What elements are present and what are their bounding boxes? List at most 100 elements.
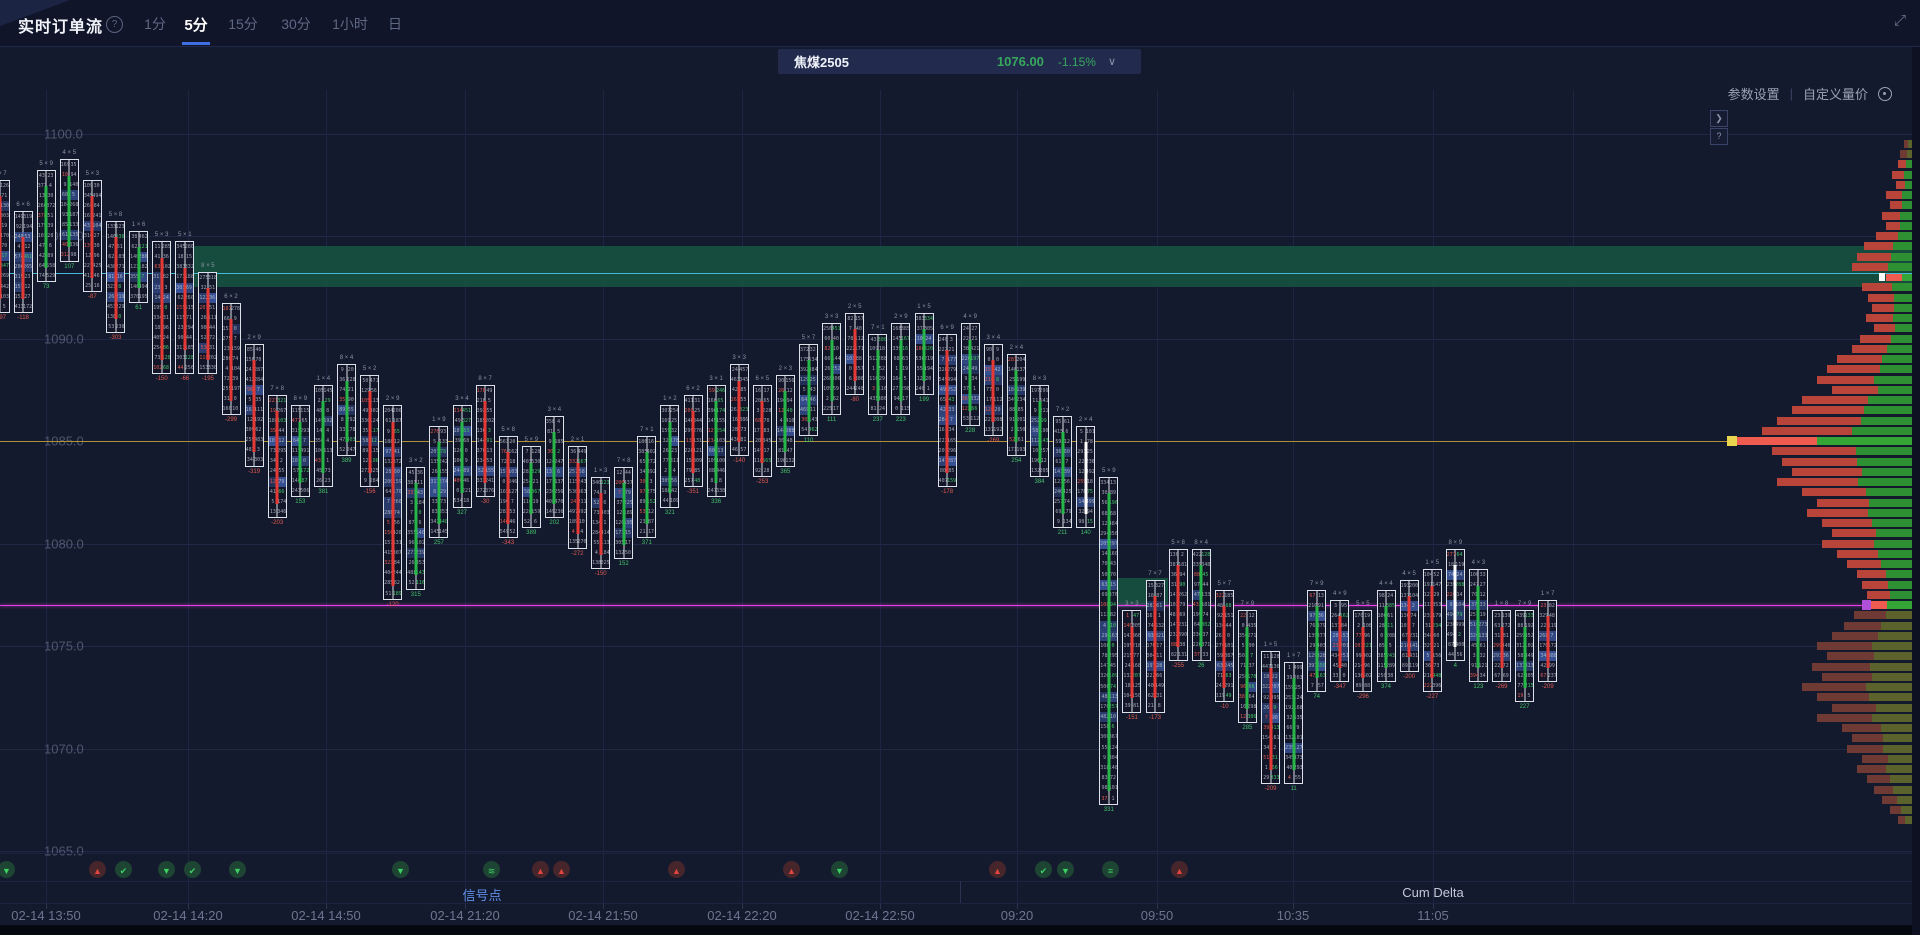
footprint-candle[interactable]: 23 82 329 48 22 119 268 7 170 172 34 388 42 99 67 237 — [1538, 600, 1558, 682]
tab-timeframe-日[interactable]: 日 — [388, 16, 402, 32]
footprint-candle[interactable]: 563 20 76 162 72 18 157 103 0 246 165 127 190 7 283 53 1… — [498, 436, 518, 539]
footprint-candle[interactable]: 105 145 2 29 48 8 149 192 14 4 350 4 106 113 432 1 45 73 2… — [313, 384, 333, 487]
footprint-candle[interactable]: 1 499 39 263 159 25 253 124 192 168 32 535 66 9 132 101… — [1284, 661, 1304, 785]
footprint-candle[interactable]: 197 299 11 141 9 211 252 99 58 190 112 143 10 257 196 1… — [1030, 384, 1049, 477]
tab-timeframe-1小时[interactable]: 1小时 — [332, 16, 368, 32]
tab-timeframe-5分[interactable]: 5分 — [184, 17, 208, 34]
footprint-candle[interactable]: 109 30 345 494 268 84 165 241 433 104 310 27 139 30 12… — [82, 179, 102, 293]
footprint-candle[interactable]: 23 139 63 272 31 81 299 346 293 36 22 72 67 69 — [1492, 610, 1511, 682]
footprint-candle[interactable]: 193 200 137 104 134 2 136 74 101 7 67 231 218 141 81 43… — [1399, 579, 1419, 672]
signal-buy-alert-icon[interactable]: ▲ — [989, 861, 1006, 878]
footprint-candle[interactable]: 59 246 166 65 390 174 145 155 127 254 234 103 60 13 10… — [706, 384, 726, 498]
help-icon[interactable]: ? — [106, 16, 123, 33]
footprint-candle[interactable]: 256 451 60 40 82 10 66 144 26 252 268 306 109 59 2 62 22… — [822, 323, 842, 416]
signal-buy-alert-icon[interactable]: ▲ — [532, 861, 549, 878]
footprint-candle[interactable]: 5 101 1 78 291 25 22 236 12 492 259 18 178 75 14 499 32 9… — [1076, 425, 1096, 528]
footprint-candle[interactable]: 186 16 385 402 65 272 34 392 30 3 97 275 89 152 53 12 23… — [637, 436, 657, 539]
signal-stacking-icon[interactable]: ≡ — [1102, 861, 1119, 878]
collapse-panel-button[interactable]: ❯ — [1710, 110, 1728, 127]
panel-help-button[interactable]: ? — [1710, 128, 1728, 145]
param-settings-link[interactable]: 参数设置 — [1727, 87, 1780, 102]
footprint-candle[interactable]: 133 123 146 136 47 61 62 103 438 271 81 16 323 8 26 219… — [106, 220, 125, 334]
footprint-candle[interactable]: 15 327 10 87 283 61 161 1 74 532 93 321 170 17 304 11 19… — [1145, 579, 1165, 713]
footprint-candle[interactable]: 90 9 0 0 151 42 216 8 77 0 17 112 126 20 225 208 137 192 — [983, 343, 1003, 436]
footprint-candle[interactable]: 114 451 49 327 107 83 39 68 120 0 106 9 244 89 400 46 0 2… — [452, 405, 472, 508]
footprint-candle[interactable]: 98 24 11 385 106 61 28 11 0 208 85 5 385 243 115 289 250… — [1376, 589, 1396, 682]
footprint-candle[interactable]: 16 17 20 65 3 228 68 70 177 83 20 345 149 17 110 565 92 2… — [752, 384, 772, 477]
footprint-candle[interactable]: 204 200 61 187 9 65 188 12 97 41 132 372 28 60 200 159 6… — [383, 405, 403, 600]
footprint-candle[interactable]: 43 23 377 4 13 30 266 372 378 51 175 39 103 28 47 6 42 89… — [36, 169, 56, 282]
footprint-candle[interactable]: 322 185 48 68 92 151 136 44 262 0 270 101 59 387 63 245… — [1214, 589, 1234, 703]
footprint-candle[interactable]: 276 93 5 133 207 78 135 242 26 155 311 274 8 29 33 73 83… — [429, 425, 449, 539]
visibility-icon[interactable] — [1878, 86, 1892, 101]
signal-sell-signal-icon[interactable]: ▼ — [158, 861, 175, 878]
footprint-candle[interactable]: 95 61 415 6 59 12 36 60 61 7 141 39 123 56 240 425 251 74… — [1053, 415, 1073, 528]
footprint-candle[interactable]: 345 280 18 15 383 332 173 188 303 69 62 260 155 515 11… — [175, 241, 195, 375]
footprint-candle[interactable]: 1 47 140 305 143 366 195 218 215 77 24 168 132 207 18 1… — [1122, 610, 1142, 713]
signal-sell-signal-icon[interactable]: ▼ — [392, 861, 409, 878]
footprint-candle[interactable]: 170 19 2 108 77 96 103 221 99 402 214 96 136 502 89 88 — [1353, 610, 1373, 692]
footprint-candle[interactable]: 36 449 332 167 257 58 115 243 530 363 24 211 497 392 1… — [568, 446, 587, 549]
footprint-candle[interactable]: 178 49 218 5 392 55 185 202 130 3 144 91 370 13 234 53 5… — [475, 384, 495, 498]
footprint-candle[interactable]: 45 36 381 11 333 43 3 184 7 0 87 6 355 140 96 102 273 239… — [406, 466, 426, 590]
cum-delta-pane-label[interactable]: Cum Delta — [1402, 885, 1464, 900]
signal-sell-exhaust-icon[interactable]: ▼ — [0, 861, 15, 878]
signal-buy-alert-icon[interactable]: ▲ — [668, 861, 685, 878]
footprint-candle[interactable]: 85 46 156 70 241 287 412 284 96 7 5 35 163 111 12 192 30… — [244, 343, 264, 467]
tab-timeframe-15分[interactable]: 15分 — [228, 16, 258, 32]
tab-timeframe-1分[interactable]: 1分 — [144, 16, 166, 32]
footprint-candle[interactable]: 358 4 81 5 9 185 30 2 124 247 132 6 171 137 236 256 408 4… — [544, 415, 564, 518]
footprint-candle[interactable]: 24 27 22 21 38 421 220 197 24 49 9 34 37 1 369 332 123 66… — [960, 323, 980, 426]
signal-sell-signal-icon[interactable]: ▼ — [229, 861, 246, 878]
footprint-candle[interactable]: 90 156 20 12 196 94 12 40 4 410 144 288 36 48 81 47 190 1… — [775, 374, 795, 467]
footprint-candle[interactable]: 12 44 200 437 7 79 37 225 12 189 120 195 177 15 305 17 1… — [614, 466, 634, 559]
footprint-candle[interactable]: 372 32 175 134 392 384 129 25 5 43 64 46 469 11 30 143 5… — [799, 343, 818, 436]
footprint-candle[interactable]: 277 64 18 119 74 24 239 208 220 14 9 104 494 79 236 499… — [1445, 548, 1465, 662]
footprint-candle[interactable]: 100 33 247 27 70 12 37 33 257 19 516 273 320 133 45 61 3… — [1468, 569, 1488, 682]
footprint-candle[interactable]: 240 3 222 21 7 177 328 279 549 494 49 252 65 43 42 33 28… — [937, 333, 957, 487]
footprint-candle[interactable]: 187 278 66 9 153 0 275 7 23 159 280 74 4 104 72 39 255 19… — [221, 302, 241, 416]
footprint-candle[interactable]: 22 12 0 435 350 271 5 90 502 7 71 37 250 170 96 66 383 64… — [1237, 610, 1257, 723]
footprint-candle[interactable]: 439 133 88 192 259 352 312 102 58 349 137 313 62 305 7… — [1515, 610, 1535, 703]
footprint-candle[interactable]: 149 319 92 194 240 53 4 12 574 461 206 265 319 23 157 1… — [13, 210, 33, 313]
footprint-candle[interactable]: 422 128 339 348 80 45 97 44 47 133 432 181 199 74 64 30… — [1191, 548, 1211, 662]
footprint-candle[interactable]: 3 95 264 162 137 84 20 153 23 201 434 251 45 40 33 0 — [1330, 600, 1350, 682]
footprint-candle[interactable]: 104 52 191 147 122 29 115 353 232 179 31 234 348 60 32… — [1422, 569, 1442, 692]
footprint-candle[interactable]: 383 334 37 305 10 24 186 320 536 219 55 194 12 20 240 1 — [914, 313, 934, 395]
footprint-candle[interactable]: 82 157 7 40 78 112 222 171 103 88 0 357 6 386 244 248 — [845, 313, 865, 395]
footprint-candle[interactable]: 281 204 140 137 25 199 184 139 349 234 88 85 91 201 2 1… — [1006, 354, 1026, 457]
signal-buy-alert-icon[interactable]: ▲ — [553, 861, 570, 878]
footprint-candle[interactable]: 24 457 463 345 42 85 265 55 262 323 16 386 28 73 430 81… — [729, 364, 749, 457]
footprint-candle[interactable]: 9 20 36 228 74 21 35 90 89 55 8 292 33 178 47 403 52 247 — [337, 364, 356, 457]
footprint-candle[interactable]: 334 13 30 89 56 196 68 68 12 484 294 356 205 297 14 160… — [1099, 477, 1119, 805]
expand-icon[interactable]: ⤢ — [1893, 12, 1906, 29]
footprint-candle[interactable]: 130 2 387 181 36 94 31 90 141 262 103 79 481 69 147 231… — [1168, 548, 1188, 662]
signal-buy-alert-icon[interactable]: ▲ — [1171, 861, 1188, 878]
signal-absorb-icon[interactable]: ✔ — [115, 861, 132, 878]
footprint-candle[interactable]: 3612624271641302503033611951703997017617… — [0, 179, 10, 313]
footprint-candle[interactable]: 340 123 74 9 52 6 73 403 134 1 284 414 55 113 4 184 138 3… — [591, 477, 611, 569]
signal-sell-signal-icon[interactable]: ▼ — [1057, 861, 1074, 878]
footprint-candle[interactable]: 168 385 145 167 339 16 68 63 1 19 164 5 271 298 94 17 0 1… — [891, 323, 911, 416]
signal-absorb-icon[interactable]: ✔ — [1035, 861, 1052, 878]
footprint-candle[interactable]: 7 128 403 530 282 329 254 21 58 367 116 19 226 159 52 6 — [521, 446, 541, 528]
footprint-candle[interactable]: 169 35 10 94 9 140 60 5 104 268 93 187 85 133 61 135 40 3… — [59, 159, 79, 262]
footprint-candle[interactable]: 411 31 200 25 146 344 299 276 13 131 228 121 15 309 79… — [683, 395, 703, 487]
footprint-candle[interactable]: 11 285 41 36 63 102 311 82 23 3 14 24 195 0 334 31 18 96 4… — [152, 241, 172, 375]
footprint-candle[interactable]: 275 318 32 51 122 36 207 51 26 111 90 44 52 72 53 31 119… — [198, 272, 218, 375]
signal-buy-alert-icon[interactable]: ▲ — [783, 861, 800, 878]
signal-buy-alert-icon[interactable]: ▲ — [89, 861, 106, 878]
signal-stacking-icon[interactable]: ≋ — [483, 861, 500, 878]
footprint-candle[interactable]: 38 462 62 121 140 280 123 182 355 7 146 494 370 195 — [129, 231, 149, 303]
signal-pane-label[interactable]: 信号点 — [462, 888, 502, 903]
tab-timeframe-30分[interactable]: 30分 — [281, 16, 311, 32]
signal-absorb-icon[interactable]: ✔ — [184, 861, 201, 878]
footprint-candle[interactable]: 50 471 129 56 105 113 49 302 336 124 35 117 58 12 89 11… — [360, 374, 380, 487]
right-scroll-strip[interactable] — [1912, 46, 1920, 935]
custom-volume-price-link[interactable]: 自定义量价 — [1802, 87, 1868, 102]
footprint-candle[interactable]: 115 115 477 65 319 293 64 7 119 491 101 0 57 172 146 87… — [290, 405, 310, 498]
footprint-candle[interactable]: 307 254 169 25 159 32 32 178 26 23 77 311 2 4 309 56 188… — [660, 405, 680, 508]
footprint-candle[interactable]: 221 321 19 267 188 103 35 44 101 12 73 295 34 2 24 55 12… — [267, 395, 287, 518]
signal-sell-signal-icon[interactable]: ▼ — [831, 861, 848, 878]
footprint-candle[interactable]: 11 128 447 136 18 22 322 207 92 395 26 9 7 90 39 413 154… — [1261, 651, 1280, 785]
